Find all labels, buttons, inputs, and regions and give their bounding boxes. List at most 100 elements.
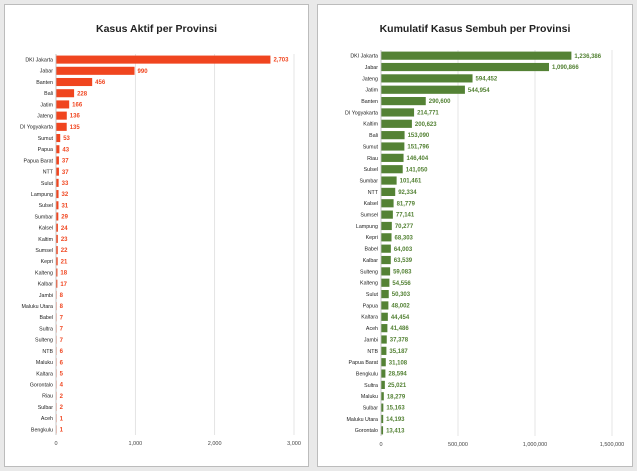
data-label: 28,594 [388, 372, 407, 378]
data-label: 136 [70, 114, 81, 120]
data-label: 4 [60, 383, 64, 389]
chart-title: Kasus Aktif per Provinsi [96, 23, 217, 35]
bar [56, 167, 59, 176]
category-label: Papua [363, 303, 378, 309]
category-label: Kalbar [38, 282, 54, 288]
bar [56, 201, 59, 210]
data-label: 2 [60, 405, 64, 411]
category-label: Maluku Utara [22, 304, 54, 310]
x-tick-label: 1,500,000 [600, 442, 624, 448]
category-label: Lampung [31, 192, 53, 198]
category-label: Papua [38, 147, 53, 153]
category-label: Kepri [366, 235, 378, 241]
category-label: DKI Jakarta [350, 54, 378, 60]
bar [381, 312, 388, 321]
category-label: Sulsel [39, 203, 53, 209]
chart-title: Kumulatif Kasus Sembuh per Provinsi [379, 23, 571, 35]
category-label: Aceh [366, 326, 378, 332]
data-label: 7 [60, 338, 64, 344]
bar [381, 97, 426, 106]
data-label: 29 [61, 215, 68, 221]
category-label: Kaltara [361, 315, 378, 321]
data-label: 53 [63, 136, 70, 142]
data-label: 44,454 [391, 315, 410, 321]
chart-panel-kasus-sembuh: Kumulatif Kasus Sembuh per Provinsi 0 500… [317, 4, 633, 467]
bar [381, 255, 391, 265]
data-label: 166 [72, 103, 83, 109]
category-label: Sulsel [364, 167, 378, 173]
category-label: DI Yogyakarta [20, 125, 53, 131]
category-label: Riau [42, 394, 53, 400]
category-label: Jatim [365, 88, 378, 94]
data-label: 54,556 [392, 281, 411, 287]
bar [56, 89, 75, 98]
data-label: 6 [60, 349, 64, 355]
bar [381, 369, 386, 378]
category-label: Kepri [41, 259, 53, 265]
bar [56, 257, 58, 266]
category-label: Aceh [41, 416, 53, 422]
category-label: Kaltim [363, 122, 378, 128]
bar [381, 414, 384, 424]
bar [381, 358, 386, 367]
data-label: 1 [60, 427, 64, 433]
category-label: Banten [36, 80, 53, 86]
category-label: Bali [369, 133, 378, 139]
category-label: Sulbar [363, 406, 379, 412]
category-label: Banten [361, 99, 378, 105]
bar [381, 346, 387, 355]
data-label: 6 [60, 360, 64, 366]
category-label: Sumsel [360, 213, 378, 219]
category-label: Sumut [363, 144, 379, 150]
data-label: 31,108 [389, 360, 408, 366]
bar [381, 244, 391, 253]
data-label: 146,404 [407, 156, 429, 162]
data-label: 50,303 [392, 292, 411, 298]
category-label: DKI Jakarta [25, 58, 53, 64]
category-label: NTB [367, 349, 378, 355]
bar [381, 199, 394, 208]
bar [381, 267, 391, 276]
kasus-aktif-bar-chart: 0 1,000 2,000 3,000 DKI Jakarta 2,703 Jabar 990… [20, 54, 301, 447]
bar [381, 85, 465, 94]
bar [56, 156, 59, 165]
bar [381, 108, 415, 117]
category-label: Kalsel [364, 201, 378, 207]
bar [381, 74, 473, 83]
data-label: 7 [60, 315, 64, 321]
category-label: Jatim [40, 102, 53, 108]
data-label: 141,050 [406, 167, 428, 173]
category-label: Sultra [39, 326, 53, 332]
category-label: Kalsel [39, 226, 53, 232]
category-label: Sulbar [38, 405, 54, 411]
data-label: 228 [77, 91, 88, 97]
data-label: 48,002 [391, 304, 410, 310]
bar [381, 51, 572, 60]
bar [56, 212, 59, 221]
bar [381, 324, 388, 333]
bar [381, 119, 412, 128]
data-label: 1 [60, 416, 64, 422]
bar [56, 100, 70, 109]
category-label: Maluku Utara [347, 417, 379, 423]
bar [381, 278, 390, 287]
data-label: 5 [60, 371, 64, 377]
data-label: 92,334 [398, 190, 417, 196]
data-label: 544,954 [468, 88, 490, 94]
x-tick-label: 2,000 [208, 441, 222, 447]
data-label: 1,236,386 [574, 54, 601, 60]
bar [381, 290, 389, 299]
category-label: Sulteng [360, 269, 378, 275]
bar [56, 279, 58, 288]
category-label: DI Yogyakarta [345, 110, 378, 116]
bar [56, 122, 67, 131]
bar [381, 233, 392, 242]
data-label: 1,090,866 [552, 65, 579, 71]
bar [56, 134, 61, 143]
data-label: 24 [61, 226, 68, 232]
category-label: Kalteng [360, 281, 378, 287]
data-label: 456 [95, 80, 106, 86]
data-label: 63,539 [394, 258, 413, 264]
bar [381, 301, 389, 310]
data-label: 7 [60, 327, 64, 333]
